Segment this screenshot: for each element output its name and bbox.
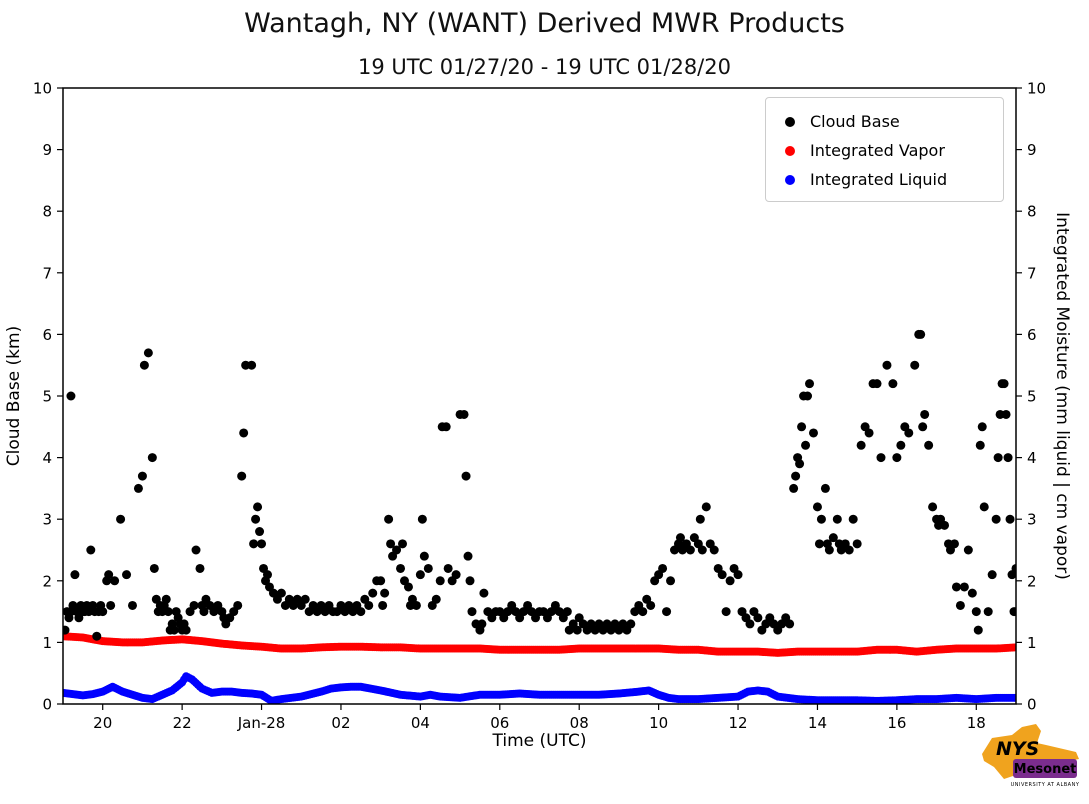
y-tick-label-left: 7 [42, 264, 52, 282]
chart-subtitle: 19 UTC 01/27/20 - 19 UTC 01/28/20 [358, 55, 731, 79]
y-tick-label-left: 2 [42, 572, 52, 590]
ny-state-shape-icon [982, 724, 1079, 779]
x-axis-label: Time (UTC) [492, 731, 587, 751]
y-tick-label-left: 8 [42, 203, 52, 221]
x-tick-label: Jan-28 [237, 714, 286, 732]
y-tick-label-right: 9 [1027, 141, 1037, 159]
series-integrated-vapor [63, 632, 1016, 657]
logo-nys-text: NYS [996, 738, 1039, 760]
y-axis-label-right: Integrated Moisture (mm liquid | cm vapo… [1052, 212, 1072, 580]
plot-border [62, 87, 1017, 705]
y-tick-label-right: 7 [1027, 264, 1037, 282]
x-tick-label: 22 [173, 714, 192, 732]
logo-tagline-text: UNIVERSITY AT ALBANY [1011, 782, 1080, 788]
x-tick-label: 06 [490, 714, 509, 732]
y-tick-label-right: 0 [1027, 696, 1037, 714]
y-tick-label-right: 1 [1027, 634, 1037, 652]
y-axis-label-left: Cloud Base (km) [4, 325, 24, 467]
series-integrated-liquid [63, 672, 1016, 704]
y-tick-label-left: 10 [33, 80, 52, 98]
integrated-liquid-marker-icon [785, 174, 795, 185]
legend-item-integrated-liquid: Integrated Liquid [766, 165, 1003, 194]
legend-label-cloud-base: Cloud Base [810, 112, 900, 131]
x-tick-label: 18 [967, 714, 986, 732]
series-cloud-base [63, 329, 1016, 641]
x-tick-label: 20 [93, 714, 112, 732]
y-tick-label-right: 4 [1027, 449, 1037, 467]
y-tick-label-right: 3 [1027, 511, 1037, 529]
x-tick-label: 02 [331, 714, 350, 732]
y-tick-label-left: 5 [42, 388, 52, 406]
y-tick-label-right: 2 [1027, 572, 1037, 590]
x-tick-label: 04 [411, 714, 430, 732]
x-tick-label: 10 [649, 714, 668, 732]
y-tick-label-right: 10 [1027, 80, 1046, 98]
y-tick-label-left: 9 [42, 141, 52, 159]
y-tick-label-left: 4 [42, 449, 52, 467]
logo-mesonet-text: Mesonet [1014, 762, 1077, 777]
legend-label-integrated-vapor: Integrated Vapor [810, 141, 945, 160]
legend-item-integrated-vapor: Integrated Vapor [766, 136, 1003, 165]
cloud-base-marker-icon [785, 116, 795, 127]
y-tick-label-left: 0 [42, 696, 52, 714]
y-tick-label-right: 6 [1027, 326, 1037, 344]
x-tick-label: 08 [570, 714, 589, 732]
legend-item-cloud-base: Cloud Base [766, 107, 1003, 136]
logo-mesonet-box [1013, 759, 1077, 778]
x-tick-label: 16 [887, 714, 906, 732]
chart-title: Wantagh, NY (WANT) Derived MWR Products [244, 8, 845, 39]
legend: Cloud Base Integrated Vapor Integrated L… [765, 97, 1004, 202]
y-tick-label-left: 1 [42, 634, 52, 652]
y-tick-label-right: 8 [1027, 203, 1037, 221]
y-tick-label-left: 6 [42, 326, 52, 344]
x-tick-label: 14 [808, 714, 827, 732]
integrated-vapor-marker-icon [785, 145, 795, 156]
nys-mesonet-logo: NYS Mesonet UNIVERSITY AT ALBANY [980, 722, 1084, 800]
y-tick-label-left: 3 [42, 511, 52, 529]
x-tick-label: 12 [728, 714, 747, 732]
y-tick-label-right: 5 [1027, 388, 1037, 406]
legend-label-integrated-liquid: Integrated Liquid [810, 170, 948, 189]
